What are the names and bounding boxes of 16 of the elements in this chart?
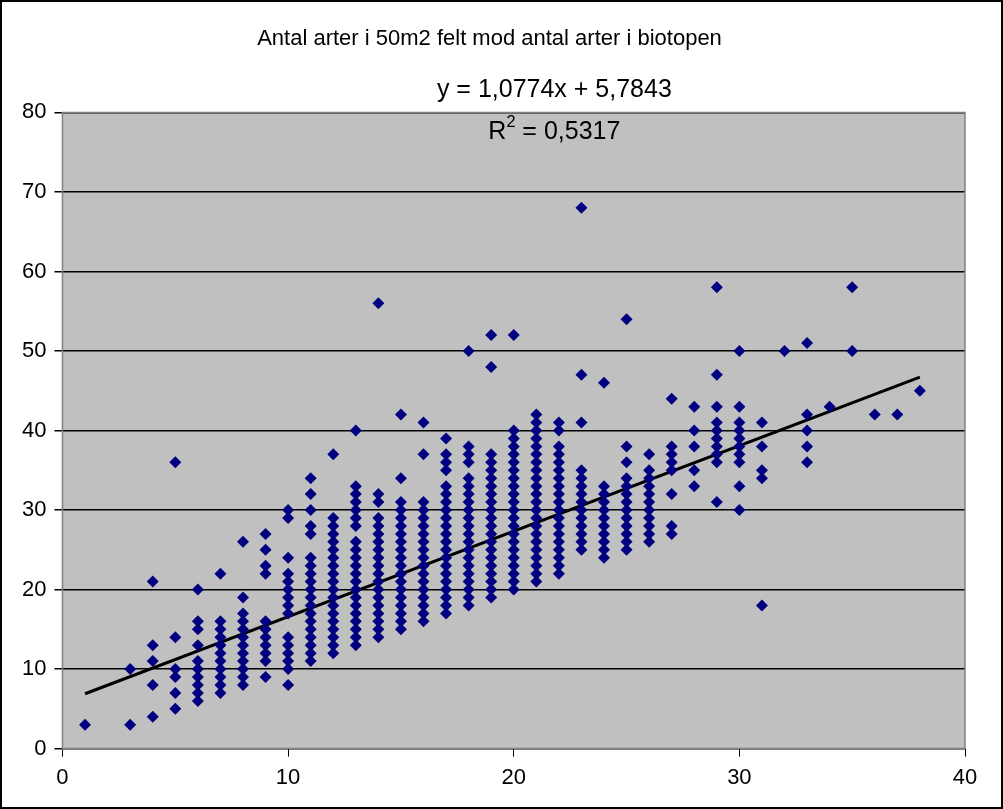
x-tick-label: 40 <box>952 763 978 789</box>
y-tick-label: 30 <box>21 496 47 522</box>
y-tick-label: 40 <box>21 416 47 442</box>
y-tick-label: 50 <box>21 337 47 363</box>
y-tick-label: 60 <box>21 257 47 283</box>
y-tick-label: 20 <box>21 575 47 601</box>
x-tick-label: 0 <box>56 763 69 789</box>
y-tick-label: 70 <box>21 177 47 203</box>
x-tick-label: 30 <box>727 763 752 789</box>
text: y = 1,0774x + 5,7843 <box>436 74 672 103</box>
y-tick-label: 80 <box>21 98 47 124</box>
chart-title: Antal arter i 50m2 felt mod antal arter i biotopen <box>257 25 722 51</box>
y-tick-label: 10 <box>21 655 47 681</box>
y-tick-label: 0 <box>34 734 47 760</box>
x-tick-label: 20 <box>501 763 526 789</box>
x-tick-label: 10 <box>275 763 301 789</box>
